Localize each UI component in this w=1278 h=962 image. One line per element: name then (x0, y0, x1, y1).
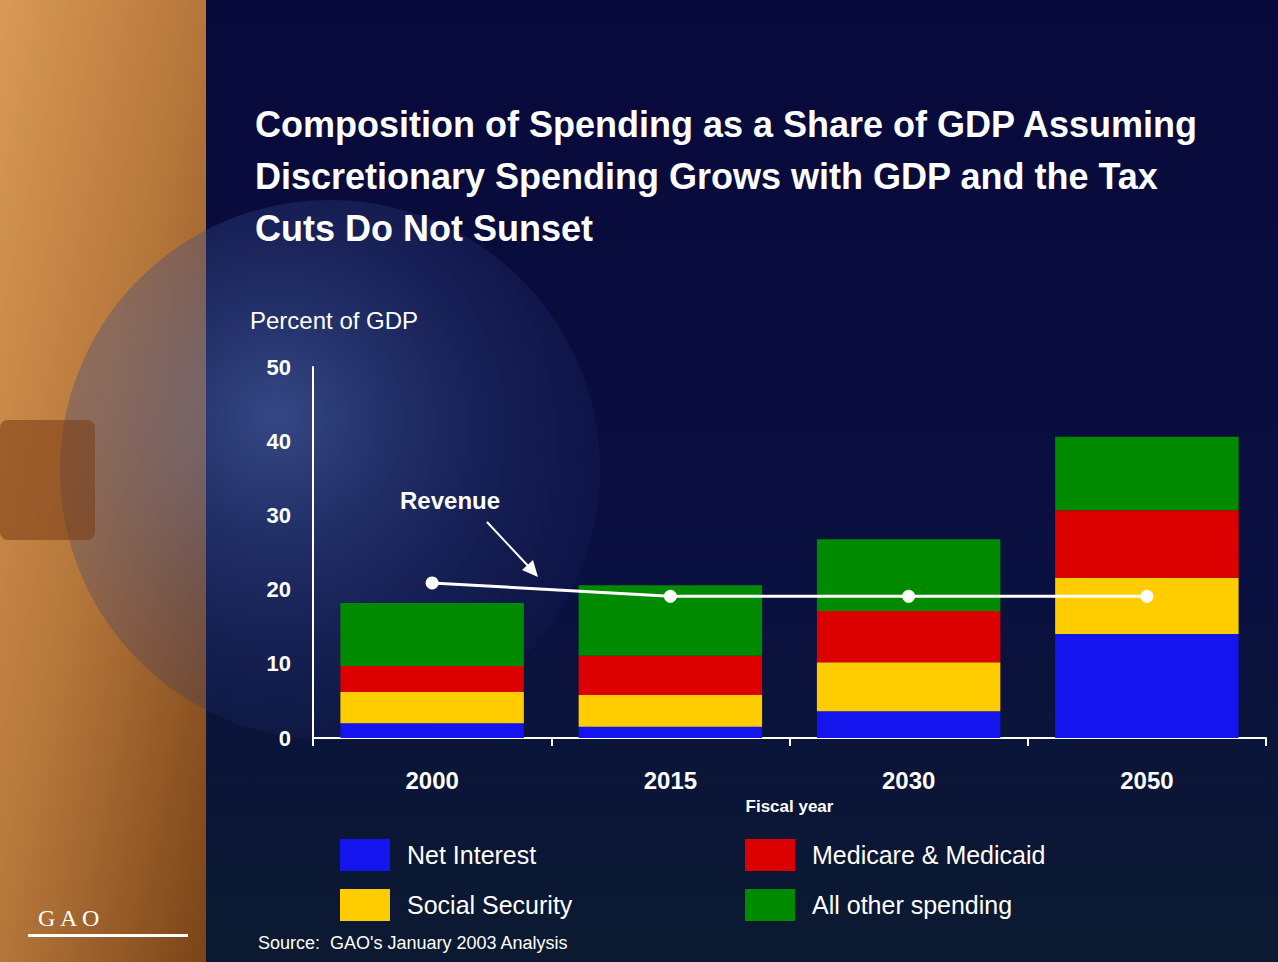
svg-text:All other spending: All other spending (812, 891, 1012, 919)
svg-text:2030: 2030 (882, 767, 935, 794)
svg-text:Revenue: Revenue (400, 487, 500, 514)
svg-text:50: 50 (267, 355, 291, 380)
svg-text:Composition of Spending as a S: Composition of Spending as a Share of GD… (255, 104, 1207, 145)
svg-text:G A O: G A O (38, 905, 99, 931)
svg-text:Social Security: Social Security (407, 891, 573, 919)
svg-text:40: 40 (267, 429, 291, 454)
svg-text:Fiscal year: Fiscal year (746, 797, 834, 816)
svg-text:20: 20 (267, 577, 291, 602)
svg-text:2015: 2015 (644, 767, 697, 794)
svg-text:Medicare & Medicaid: Medicare & Medicaid (812, 841, 1045, 869)
svg-text:Cuts Do Not Sunset: Cuts Do Not Sunset (255, 208, 593, 249)
svg-text:Discretionary Spending Grows w: Discretionary Spending Grows with GDP an… (255, 156, 1168, 197)
svg-text:0: 0 (279, 726, 291, 751)
svg-text:Net Interest: Net Interest (407, 841, 536, 869)
svg-text:Percent of GDP: Percent of GDP (250, 307, 418, 334)
svg-text:30: 30 (267, 503, 291, 528)
svg-text:Source: GAO's January 2003 An: Source: GAO's January 2003 Analysis (258, 933, 568, 953)
svg-text:2050: 2050 (1120, 767, 1173, 794)
svg-text:2000: 2000 (405, 767, 458, 794)
svg-text:10: 10 (267, 651, 291, 676)
